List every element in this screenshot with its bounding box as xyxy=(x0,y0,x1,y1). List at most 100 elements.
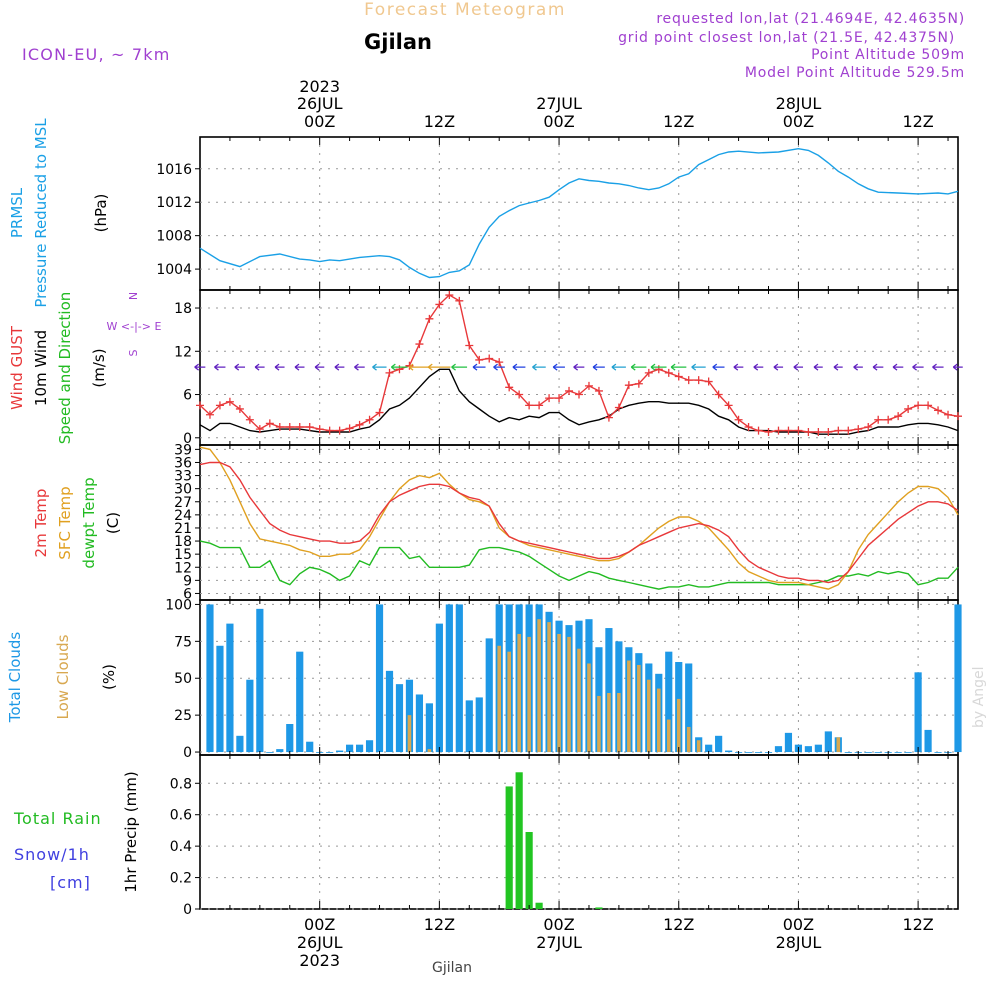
wind-direction-arrow xyxy=(912,363,924,371)
top-time-label: 12Z xyxy=(902,112,933,131)
gust-point xyxy=(854,425,863,434)
ytick-label: 50 xyxy=(174,671,192,687)
ytick-label: 33 xyxy=(174,469,192,485)
wind-direction-arrow xyxy=(427,363,451,371)
low-clouds-bar xyxy=(557,633,561,753)
gust-point xyxy=(804,428,813,437)
low-clouds-bar xyxy=(637,664,641,753)
wind-direction-arrow xyxy=(592,363,605,371)
low-clouds-bar xyxy=(497,645,502,753)
total-clouds-bar xyxy=(914,672,922,753)
bottom-time-label: 12Z xyxy=(902,915,933,934)
wind-speed-direction-label: Speed and Direction xyxy=(56,292,74,445)
gust-point xyxy=(575,390,583,399)
rain-bar xyxy=(505,786,513,909)
bottom-time-label: 00Z xyxy=(543,915,574,934)
ytick-label: 39 xyxy=(174,442,192,458)
top-time-label: 00Z xyxy=(304,112,335,131)
wind-direction-arrow xyxy=(472,363,486,371)
ytick-label: 0 xyxy=(183,431,192,447)
wind-gust-label: Wind GUST xyxy=(8,325,26,410)
gust-point xyxy=(196,401,204,410)
ytick-label: 12 xyxy=(174,560,192,576)
gust-point xyxy=(874,415,883,424)
wind-direction-arrow xyxy=(314,363,325,371)
compass-south: S xyxy=(127,349,140,356)
gust-point xyxy=(425,314,434,323)
total-clouds-bar xyxy=(874,752,882,753)
low-clouds-bar xyxy=(686,726,691,753)
gust-point xyxy=(624,381,633,390)
gust-point xyxy=(914,401,923,410)
gust-point xyxy=(944,410,953,419)
wind-direction-arrow xyxy=(630,363,647,371)
wind-unit-label: (m/s) xyxy=(90,348,108,387)
rain-bar xyxy=(535,902,543,909)
gust-point xyxy=(445,291,454,300)
total-clouds-bar xyxy=(744,752,753,753)
low-clouds-bar xyxy=(696,740,701,753)
low-clouds-bar xyxy=(656,688,661,753)
prmsl-label: PRMSL xyxy=(8,187,26,238)
wind-direction-arrow xyxy=(573,363,585,371)
gust-point xyxy=(744,422,753,431)
total-clouds-bar xyxy=(346,744,354,753)
gridpoint-coords: grid point closest lon,lat (21.5E, 42.43… xyxy=(618,30,955,46)
ytick-label: 21 xyxy=(174,521,192,537)
ytick-label: 0 xyxy=(183,745,192,761)
total-clouds-bar xyxy=(894,752,902,753)
ytick-label: 25 xyxy=(174,708,192,724)
sfc-temp-line xyxy=(199,446,959,590)
total-clouds-bar xyxy=(276,749,284,753)
gust-point xyxy=(475,355,484,364)
wind-direction-arrow xyxy=(552,363,565,371)
wind-direction-arrow xyxy=(234,363,246,371)
total-clouds-bar xyxy=(705,744,713,753)
low-clouds-bar xyxy=(627,660,631,753)
wind-direction-arrow xyxy=(493,363,505,371)
wind-direction-arrow xyxy=(753,363,764,371)
compass-north: N xyxy=(127,292,140,300)
gust-point xyxy=(235,404,244,413)
gust-point xyxy=(525,401,534,410)
gust-point xyxy=(634,379,643,388)
gust-point xyxy=(604,413,613,422)
total-clouds-bar xyxy=(725,750,733,753)
dewpoint-line xyxy=(199,540,959,590)
total-clouds-bar xyxy=(465,700,473,753)
ytick-label: 100 xyxy=(165,597,192,613)
low-clouds-bar xyxy=(587,663,591,753)
wind-direction-arrow xyxy=(611,363,626,371)
wind-direction-arrow xyxy=(932,363,944,371)
bottom-date-label: 27JUL xyxy=(536,933,582,952)
total-clouds-bar xyxy=(306,741,314,753)
total-clouds-bar xyxy=(824,731,832,753)
total-clouds-bar xyxy=(784,732,793,753)
total-clouds-bar xyxy=(236,735,244,753)
total-clouds-bar xyxy=(954,604,962,753)
ytick-label: 1008 xyxy=(156,229,192,245)
ytick-label: 6 xyxy=(183,586,192,602)
gust-point xyxy=(684,376,693,385)
ytick-label: 75 xyxy=(174,634,192,650)
gust-point xyxy=(255,425,264,434)
dewpt-label: dewpt Temp xyxy=(80,477,98,568)
gust-point xyxy=(814,428,823,437)
wind-direction-arrow xyxy=(650,363,667,371)
location-title: Gjilan xyxy=(364,30,432,54)
low-clouds-bar xyxy=(647,679,651,753)
model-label: ICON-EU, ~ 7km xyxy=(22,45,171,64)
gust-point xyxy=(664,368,673,377)
gust-point xyxy=(515,390,524,399)
low-clouds-bar xyxy=(676,698,681,753)
clouds-unit-label: (%) xyxy=(100,664,118,690)
low-clouds-bar xyxy=(577,648,581,753)
gust-point xyxy=(844,426,853,435)
low-clouds-bar xyxy=(407,715,412,753)
gust-point xyxy=(505,383,514,392)
bottom-time-label: 12Z xyxy=(424,915,455,934)
total-clouds-bar xyxy=(246,679,254,753)
top-date-label: 27JUL xyxy=(536,94,582,113)
ytick-label: 6 xyxy=(183,388,192,404)
precip-unit-label: 1hr Precip (mm) xyxy=(122,771,140,892)
